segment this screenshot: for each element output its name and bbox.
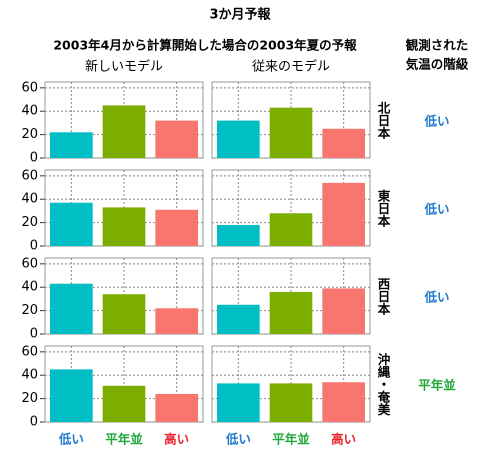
y-tick-label: 0 (30, 327, 38, 342)
level-header: 気温の階級 (406, 57, 469, 72)
x-tick-label: 平年並 (272, 432, 310, 447)
x-tick-label: 低い (58, 432, 84, 447)
y-tick-label: 60 (21, 168, 38, 183)
strip (372, 170, 392, 246)
bar (322, 182, 365, 246)
bar (50, 132, 93, 158)
y-tick-label: 20 (21, 127, 38, 142)
x-tick-label: 平年並 (105, 432, 143, 447)
bar (102, 294, 146, 334)
region-label: 沖縄・奄美 (376, 352, 391, 416)
bar (155, 209, 198, 246)
bar (50, 202, 93, 246)
bar (217, 224, 260, 246)
x-tick-label: 低い (225, 432, 251, 447)
region-label: 西日本 (376, 277, 391, 315)
observed-level: 低い (423, 114, 449, 129)
observed-level: 低い (423, 290, 449, 305)
y-tick-label: 40 (21, 104, 38, 119)
strip (372, 258, 392, 334)
y-tick-label: 40 (21, 192, 38, 207)
y-tick-label: 60 (21, 80, 38, 95)
bar (217, 383, 260, 422)
bar (155, 393, 198, 422)
region-label: 北日本 (376, 100, 391, 139)
bar (269, 383, 313, 422)
y-tick-label: 0 (30, 151, 38, 166)
y-tick-label: 60 (21, 256, 38, 271)
x-tick-label: 高い (164, 432, 189, 447)
y-tick-label: 60 (21, 344, 38, 359)
bar (217, 304, 260, 334)
model-label: 新しいモデル (85, 59, 163, 75)
bar (155, 120, 198, 158)
bar (269, 107, 313, 158)
y-tick-label: 20 (21, 215, 38, 230)
bar (155, 308, 198, 334)
bar (102, 105, 146, 158)
y-tick-label: 40 (21, 280, 38, 295)
strip (372, 82, 392, 158)
bar (102, 385, 146, 422)
strip (372, 346, 392, 422)
bar (217, 120, 260, 158)
bar (269, 291, 313, 334)
bar (102, 207, 146, 246)
y-tick-label: 0 (30, 415, 38, 430)
bar (322, 382, 365, 422)
y-tick-label: 40 (21, 368, 38, 383)
x-tick-label: 高い (331, 432, 356, 447)
level-header: 観測された (406, 38, 469, 53)
bar (269, 213, 313, 246)
y-tick-label: 20 (21, 303, 38, 318)
observed-level: 平年並 (418, 378, 456, 393)
region-label: 東日本 (376, 188, 391, 227)
bar (50, 369, 93, 422)
observed-level: 低い (423, 202, 449, 217)
y-tick-label: 0 (30, 239, 38, 254)
model-label: 従来のモデル (252, 59, 330, 75)
chart-subtitle: 2003年4月から計算開始した場合の2003年夏の予報 (53, 38, 357, 53)
bar (322, 288, 365, 334)
bar (322, 128, 365, 158)
chart-title: 3か月予報 (209, 7, 271, 23)
y-tick-label: 20 (21, 391, 38, 406)
bar (50, 283, 93, 334)
